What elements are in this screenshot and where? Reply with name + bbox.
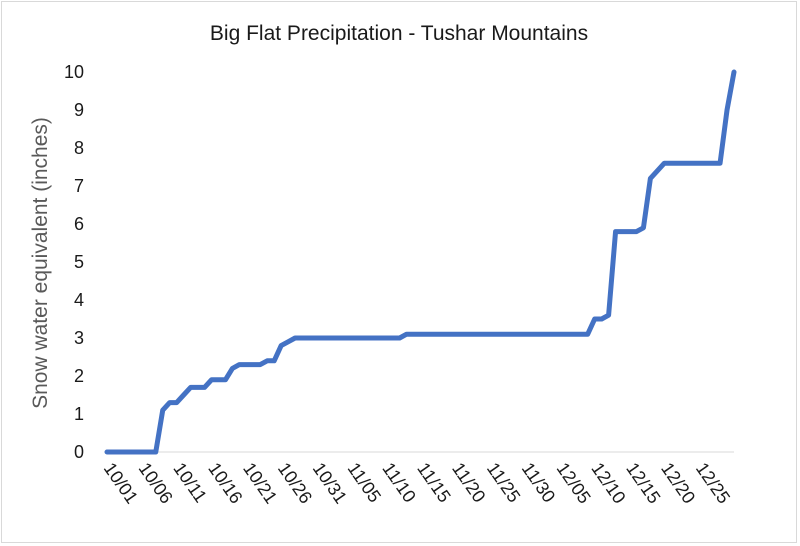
x-tick-label: 11/05 xyxy=(344,459,385,506)
y-axis-label: Snow water equivalent (inches) xyxy=(29,117,52,409)
x-tick-label: 10/16 xyxy=(204,459,246,507)
y-tick-label: 10 xyxy=(64,62,84,82)
x-tick-labels: 10/0110/0610/1110/1610/2110/2610/3111/05… xyxy=(100,459,734,507)
y-tick-label: 3 xyxy=(74,328,84,348)
y-tick-label: 1 xyxy=(74,404,84,424)
y-tick-label: 7 xyxy=(74,176,84,196)
x-tick-label: 10/31 xyxy=(309,459,351,507)
y-tick-label: 2 xyxy=(74,366,84,386)
x-tick-label: 11/15 xyxy=(413,459,454,506)
x-tick-label: 10/21 xyxy=(239,459,281,507)
chart-title: Big Flat Precipitation - Tushar Mountain… xyxy=(210,22,588,45)
y-tick-label: 8 xyxy=(74,138,84,158)
y-tick-label: 9 xyxy=(74,100,84,120)
y-tick-label: 6 xyxy=(74,214,84,234)
x-tick-label: 12/20 xyxy=(657,459,699,507)
x-tick-label: 12/10 xyxy=(587,459,629,507)
x-tick-label: 10/11 xyxy=(169,459,210,506)
series-line xyxy=(104,69,737,455)
x-tick-label: 12/25 xyxy=(692,459,734,507)
y-tick-label: 4 xyxy=(74,290,84,310)
x-tick-label: 10/01 xyxy=(100,459,142,507)
x-tick-label: 10/26 xyxy=(274,459,316,507)
x-tick-label: 11/30 xyxy=(518,459,559,506)
y-tick-label: 0 xyxy=(74,442,84,462)
y-tick-labels: 0 1 2 3 4 5 6 7 8 9 10 xyxy=(64,62,84,462)
x-tick-label: 12/15 xyxy=(622,459,664,507)
x-tick-label: 11/10 xyxy=(378,459,419,506)
x-tick-label: 11/25 xyxy=(483,459,524,506)
x-tick-label: 11/20 xyxy=(448,459,489,506)
x-tick-label: 10/06 xyxy=(135,459,177,507)
x-tick-label: 12/05 xyxy=(553,459,595,507)
y-tick-label: 5 xyxy=(74,252,84,272)
